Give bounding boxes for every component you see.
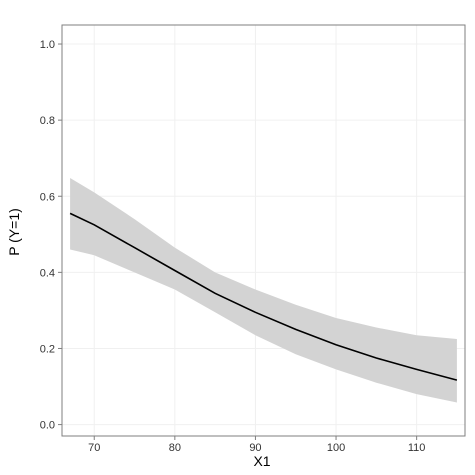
x-axis-title: X1 [253, 453, 270, 469]
x-tick-label: 80 [169, 442, 181, 454]
y-tick-label: 0.2 [40, 343, 55, 355]
y-tick-label: 0.4 [40, 267, 55, 279]
y-axis: 0.0 0.2 0.4 0.6 0.8 1.0 [40, 39, 62, 432]
x-tick-label: 110 [408, 442, 426, 454]
y-tick-label: 1.0 [40, 39, 55, 51]
x-tick-label: 70 [88, 442, 100, 454]
y-axis-title: P (Y=1) [6, 208, 22, 256]
x-axis: 70 80 90 100 110 [88, 436, 425, 454]
x-tick-label: 100 [327, 442, 345, 454]
confidence-band [70, 178, 457, 403]
plot-border [61, 24, 466, 437]
fitted-curve [69, 212, 458, 381]
grid [62, 25, 465, 436]
y-tick-label: 0.0 [40, 420, 55, 432]
x-tick-label: 90 [249, 442, 261, 454]
y-tick-label: 0.8 [40, 115, 55, 127]
y-tick-label: 0.6 [40, 191, 55, 203]
